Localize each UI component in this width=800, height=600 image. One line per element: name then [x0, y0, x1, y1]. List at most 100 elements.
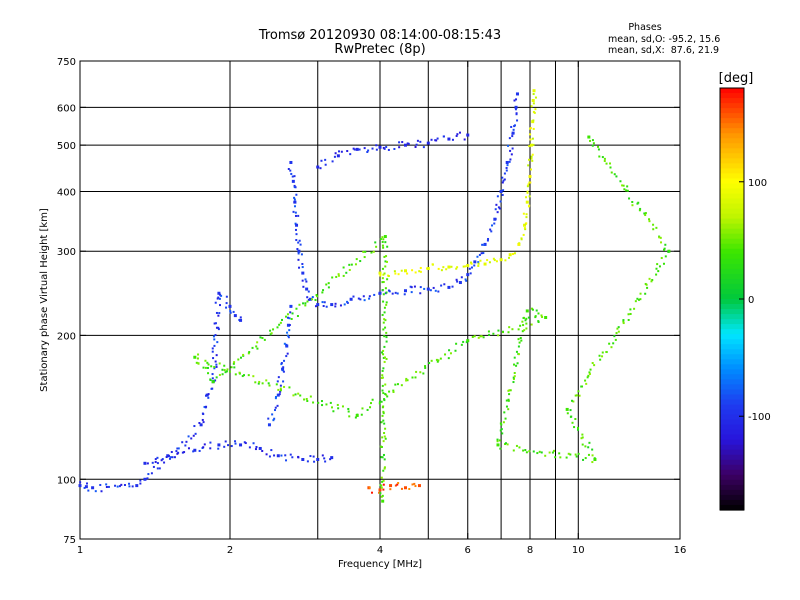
- trace-dot: [513, 371, 516, 374]
- trace-dot: [223, 364, 226, 367]
- trace-dot: [217, 326, 220, 329]
- trace-dot: [280, 363, 283, 366]
- trace-dot: [507, 399, 510, 402]
- colorbar-band: [720, 183, 744, 190]
- trace-dot: [528, 204, 531, 207]
- trace-dot: [432, 286, 435, 289]
- data-point: [381, 499, 385, 503]
- trace-dot: [382, 273, 385, 276]
- trace-dot: [507, 398, 510, 401]
- trace-dot: [393, 270, 396, 273]
- trace-dot: [214, 360, 217, 363]
- trace-dot: [414, 271, 417, 274]
- trace-dot: [486, 239, 489, 242]
- trace-dot: [348, 268, 351, 271]
- trace-dot: [380, 486, 383, 489]
- trace-dot: [626, 189, 629, 192]
- trace-dot: [324, 158, 327, 161]
- trace-dot: [306, 300, 309, 303]
- trace-dot: [213, 367, 216, 370]
- trace-dot: [272, 419, 275, 422]
- trace-dot: [584, 457, 587, 460]
- trace-dot: [209, 379, 212, 382]
- colorbar-band: [720, 374, 744, 380]
- trace-dot: [566, 412, 569, 415]
- trace-dot: [267, 382, 270, 385]
- trace-dot: [530, 307, 533, 310]
- trace-dot: [470, 266, 473, 269]
- trace-dot: [622, 184, 625, 187]
- trace-dot: [252, 375, 255, 378]
- trace-dot: [288, 324, 291, 327]
- trace-dot: [437, 290, 440, 293]
- trace-dot: [282, 366, 285, 369]
- trace-dot: [232, 362, 235, 365]
- data-point: [473, 260, 477, 264]
- trace-dot: [532, 119, 535, 122]
- colorbar-band: [720, 268, 744, 275]
- trace-dot: [240, 356, 243, 359]
- trace-dot: [531, 308, 534, 311]
- trace-dot: [499, 447, 502, 450]
- data-point: [286, 323, 290, 327]
- colorbar-band: [720, 339, 744, 345]
- trace-dot: [643, 212, 646, 215]
- colorbar-band: [720, 419, 744, 426]
- trace-dot: [234, 373, 237, 376]
- trace-dot: [378, 400, 381, 403]
- trace-dot: [386, 278, 389, 281]
- data-point: [378, 291, 382, 295]
- trace-dot: [298, 303, 301, 306]
- trace-dot: [217, 447, 220, 450]
- trace-dot: [424, 366, 427, 369]
- trace-dot: [532, 93, 535, 96]
- trace-dot: [202, 421, 205, 424]
- trace-dot: [206, 366, 209, 369]
- trace-dot: [504, 417, 507, 420]
- trace-dot: [540, 451, 543, 454]
- trace-dot: [623, 188, 626, 191]
- trace-dot: [401, 141, 404, 144]
- trace-dot: [418, 270, 421, 273]
- trace-dot: [305, 397, 308, 400]
- trace-dot: [176, 452, 179, 455]
- trace-dot: [400, 384, 403, 387]
- trace-dot: [663, 248, 666, 251]
- trace-dot: [396, 383, 399, 386]
- trace-dot: [297, 214, 300, 217]
- trace-dot: [211, 377, 214, 380]
- trace-dot: [609, 162, 612, 165]
- trace-dot: [312, 401, 315, 404]
- trace-dot: [151, 461, 154, 464]
- data-point: [281, 367, 285, 371]
- colorbar-band: [720, 208, 744, 215]
- trace-dot: [309, 455, 312, 458]
- trace-dot: [571, 421, 574, 424]
- trace-dot: [386, 395, 389, 398]
- trace-dot: [268, 384, 271, 387]
- trace-dot: [531, 137, 534, 140]
- trace-dot: [381, 389, 384, 392]
- colorbar-band: [720, 379, 744, 386]
- trace-dot: [297, 455, 300, 458]
- trace-dot: [383, 435, 386, 438]
- trace-dot: [163, 461, 166, 464]
- trace-dot: [181, 451, 184, 454]
- trace-dot: [528, 145, 531, 148]
- trace-dot: [513, 99, 516, 102]
- trace-dot: [499, 429, 502, 432]
- trace-dot: [315, 294, 318, 297]
- trace-dot: [479, 335, 482, 338]
- trace-dot: [495, 260, 498, 263]
- trace-dot: [494, 208, 497, 211]
- trace-dot: [381, 456, 384, 459]
- data-point: [426, 287, 430, 291]
- trace-dot: [338, 150, 341, 153]
- trace-dot: [652, 223, 655, 226]
- trace-dot: [525, 327, 528, 330]
- trace-dot: [285, 343, 288, 346]
- trace-dot: [414, 145, 417, 148]
- trace-dot: [460, 276, 463, 279]
- data-point: [228, 304, 232, 308]
- trace-dot: [529, 138, 532, 141]
